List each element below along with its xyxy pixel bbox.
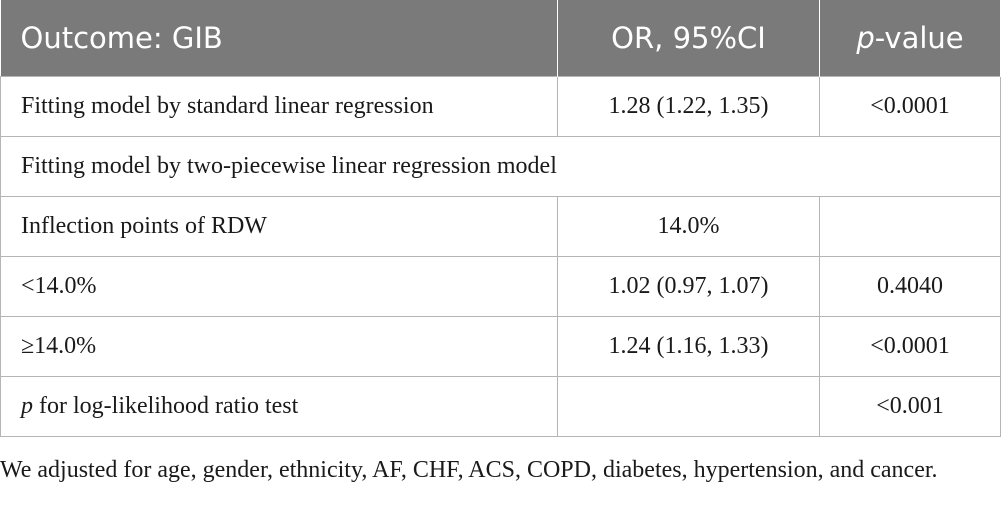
header-outcome: Outcome: GIB	[0, 0, 558, 76]
table-row: p for log-likelihood ratio test <0.001	[0, 375, 1001, 437]
header-or-ci: OR, 95%CI	[557, 0, 820, 76]
row-p: <0.0001	[819, 75, 1001, 137]
table-row: <14.0% 1.02 (0.97, 1.07) 0.4040	[0, 255, 1001, 317]
table-footnote: We adjusted for age, gender, ethnicity, …	[0, 457, 938, 483]
row-or	[557, 375, 820, 437]
row-label-rest: for log-likelihood ratio test	[33, 392, 299, 419]
row-label-italic: p	[21, 392, 33, 419]
row-or: 14.0%	[557, 195, 820, 257]
row-or: 1.02 (0.97, 1.07)	[557, 255, 820, 317]
row-or: 1.28 (1.22, 1.35)	[557, 75, 820, 137]
header-row: Outcome: GIB OR, 95%CI p-value	[0, 0, 1001, 76]
row-or: 1.24 (1.16, 1.33)	[557, 315, 820, 377]
table-row: Inflection points of RDW 14.0%	[0, 195, 1001, 257]
header-p-italic: p	[856, 20, 875, 55]
row-p: <0.001	[819, 375, 1001, 437]
row-label: Inflection points of RDW	[0, 195, 558, 257]
results-table: Outcome: GIB OR, 95%CI p-value Fitting m…	[0, 0, 1001, 437]
header-p-rest: -value	[874, 20, 964, 55]
row-label: <14.0%	[0, 255, 558, 317]
row-p: 0.4040	[819, 255, 1001, 317]
results-table-container: Outcome: GIB OR, 95%CI p-value Fitting m…	[0, 0, 1001, 437]
row-label: Fitting model by standard linear regress…	[0, 75, 558, 137]
table-row: Fitting model by standard linear regress…	[0, 75, 1001, 137]
row-p: <0.0001	[819, 315, 1001, 377]
row-label: ≥14.0%	[0, 315, 558, 377]
row-label-spanning: Fitting model by two-piecewise linear re…	[0, 135, 1001, 197]
header-p-value: p-value	[819, 0, 1001, 76]
row-p	[819, 195, 1001, 257]
table-row: ≥14.0% 1.24 (1.16, 1.33) <0.0001	[0, 315, 1001, 377]
row-label: p for log-likelihood ratio test	[0, 375, 558, 437]
table-row: Fitting model by two-piecewise linear re…	[0, 135, 1001, 197]
